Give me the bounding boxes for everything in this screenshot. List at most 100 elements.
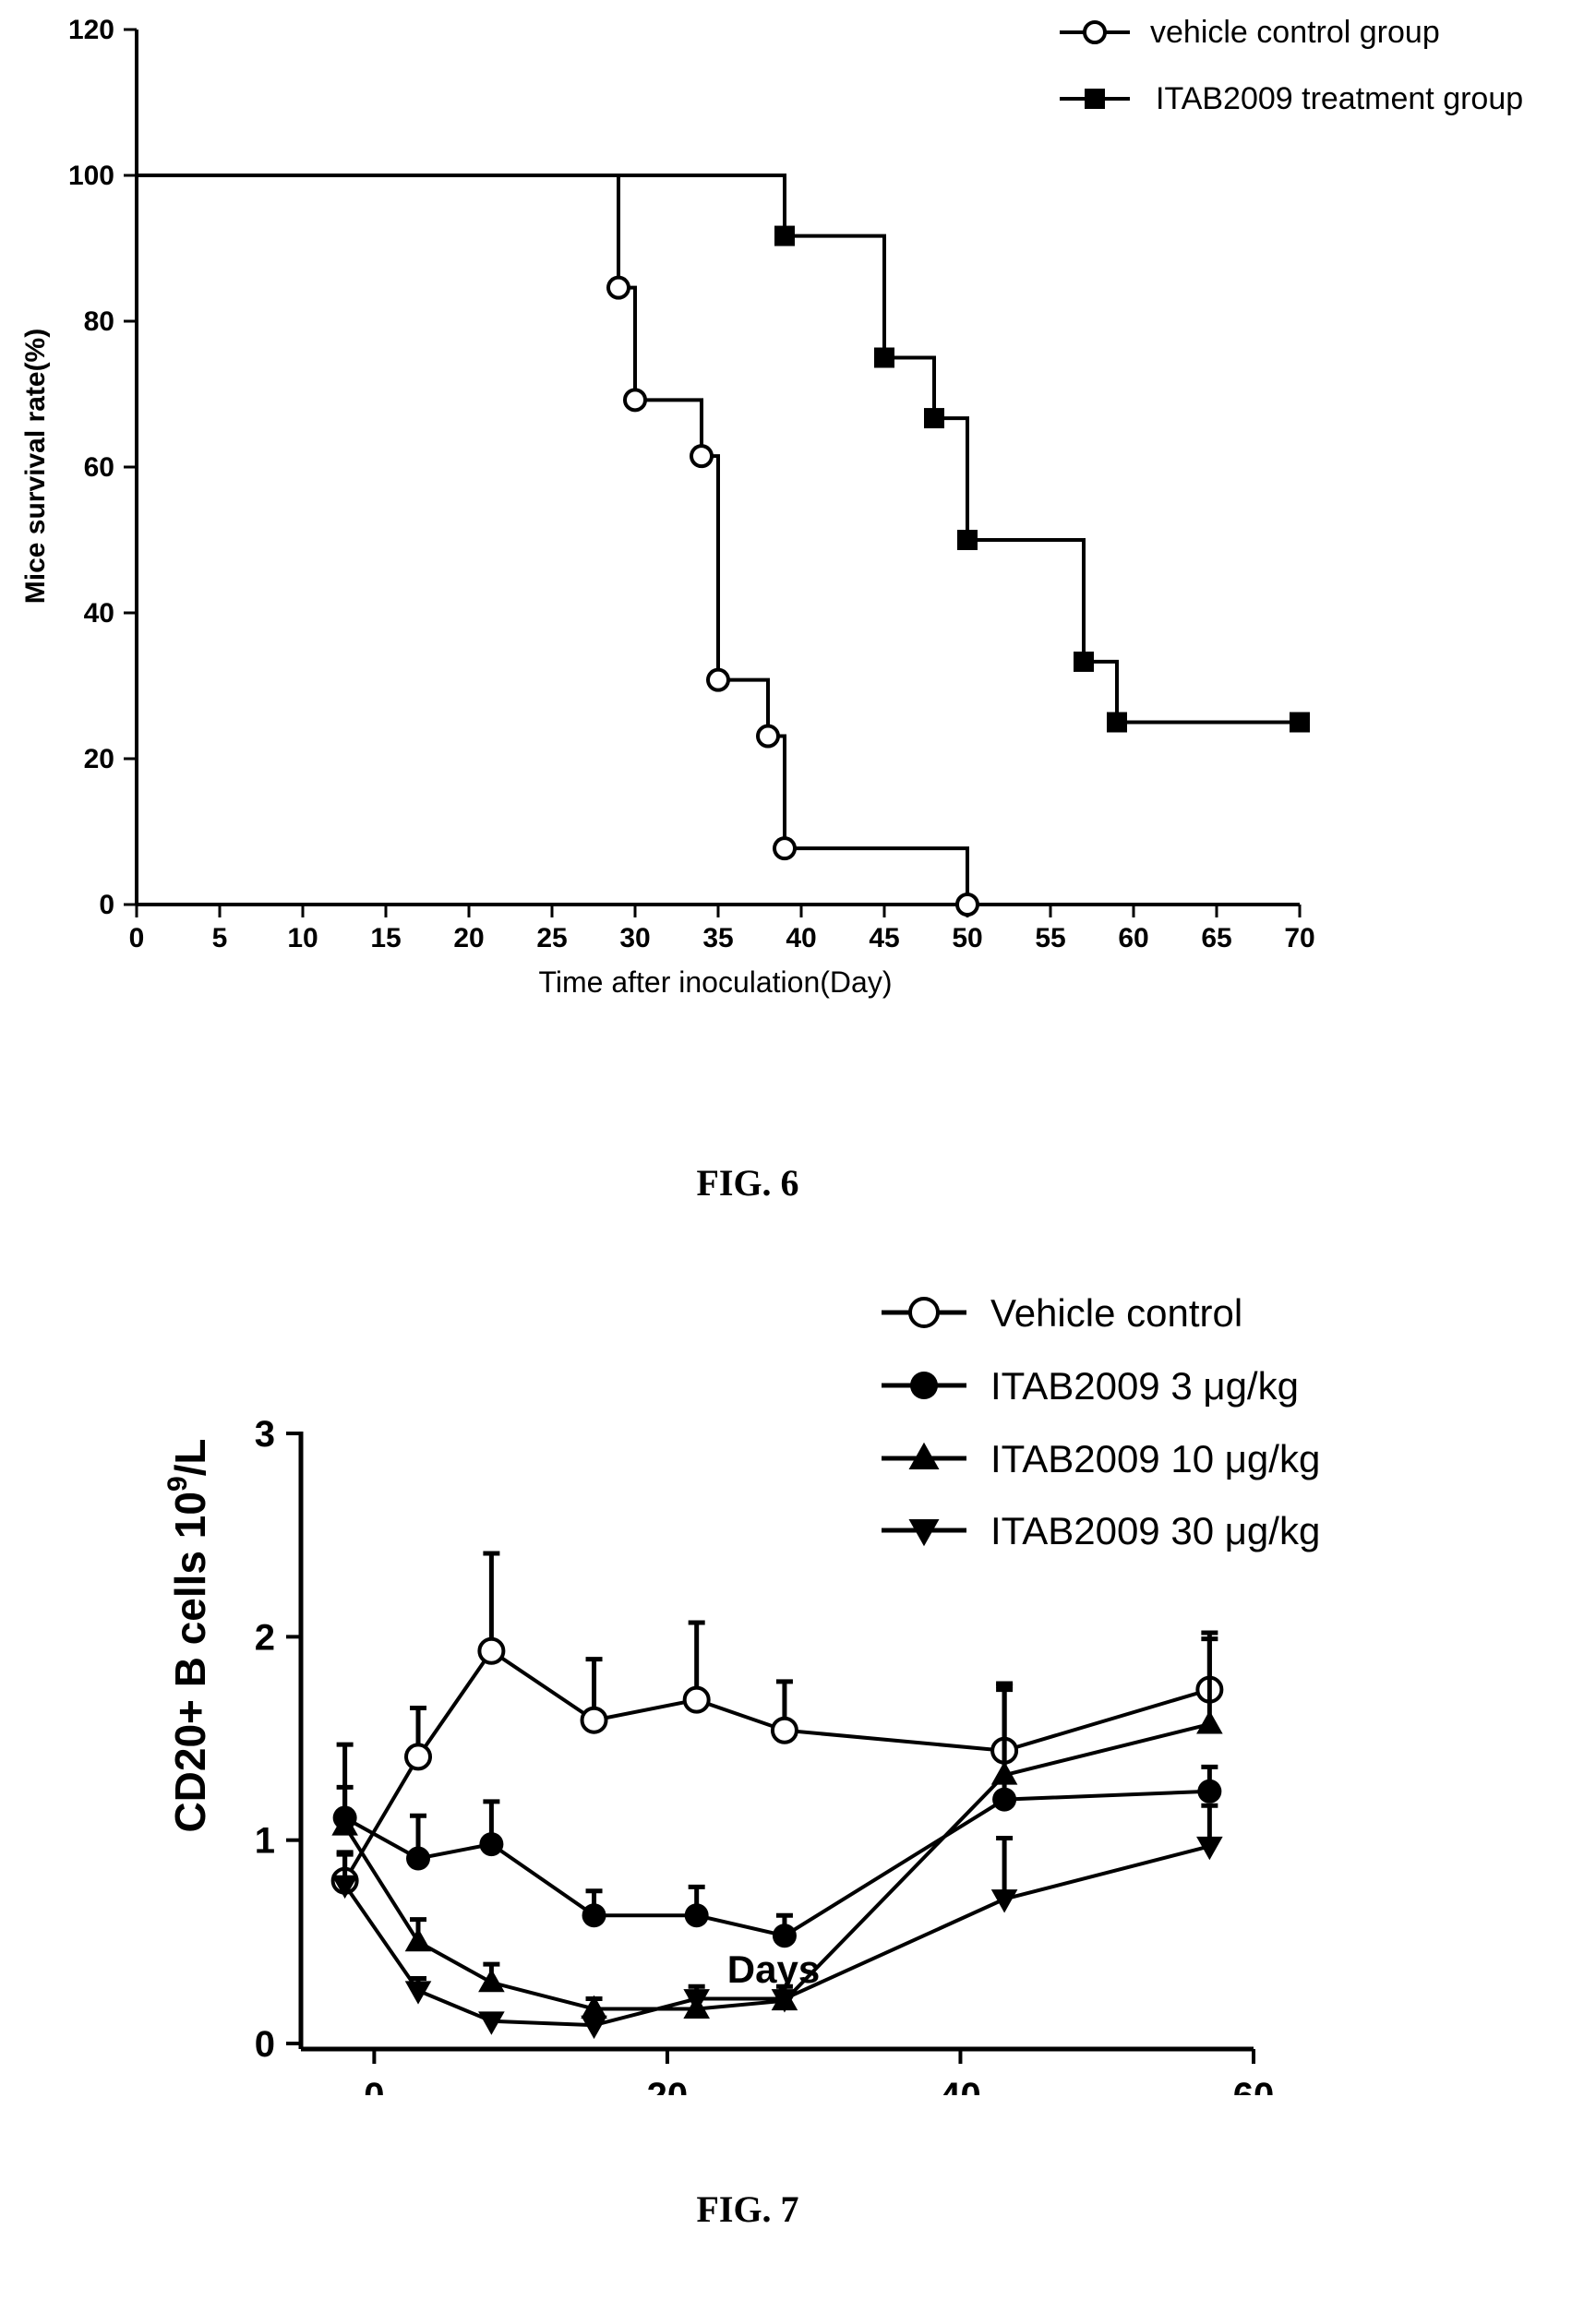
data-point bbox=[582, 1903, 606, 1928]
survival-chart-ticks: 0 5 10 15 20 25 30 35 40 45 50 55 60 65 70 0 20 40 60 80 100… bbox=[68, 15, 1315, 953]
y-tick-label: 0 bbox=[99, 890, 114, 920]
y-tick-label: 40 bbox=[84, 598, 114, 629]
data-point bbox=[479, 1832, 504, 1857]
x-axis-label: Days bbox=[727, 1947, 820, 1991]
b-cell-chart-ticks: 0 20 40 60 0 1 2 3 bbox=[255, 1414, 1275, 2095]
figure-7-caption: FIG. 7 bbox=[696, 2188, 799, 2230]
legend-label: ITAB2009 treatment group bbox=[1156, 81, 1523, 116]
x-tick-label: 30 bbox=[619, 923, 650, 953]
survival-chart-series bbox=[137, 174, 1310, 917]
y-tick-label: 2 bbox=[255, 1617, 275, 1658]
x-tick-label: 45 bbox=[869, 923, 899, 953]
x-tick-label: 55 bbox=[1035, 923, 1065, 953]
data-point bbox=[477, 1636, 506, 1665]
y-tick-label: 0 bbox=[255, 2024, 275, 2065]
x-tick-label: 40 bbox=[786, 923, 816, 953]
data-point bbox=[690, 444, 714, 469]
data-point bbox=[992, 1787, 1017, 1812]
series-line bbox=[137, 174, 1300, 725]
data-point bbox=[1196, 1836, 1223, 1861]
y-axis-label: CD20+ B cells 109/L bbox=[162, 1438, 214, 1832]
legend-label: ITAB2009 3 μg/kg bbox=[990, 1364, 1299, 1408]
data-point bbox=[990, 1761, 1018, 1785]
data-point bbox=[404, 1743, 433, 1771]
x-tick-label: 50 bbox=[952, 923, 982, 953]
legend-label: Vehicle control bbox=[990, 1291, 1242, 1335]
data-point bbox=[404, 1927, 432, 1952]
b-cell-chart-axes bbox=[298, 1432, 1254, 2052]
data-point bbox=[581, 1995, 607, 2019]
survival-chart: 0 5 10 15 20 25 30 35 40 45 50 55 60 65 70 0 20 40 60 80 100… bbox=[20, 15, 1523, 999]
data-point bbox=[478, 2011, 505, 2035]
series-line bbox=[342, 1844, 1210, 2028]
x-tick-label: 25 bbox=[536, 923, 567, 953]
x-tick-label: 40 bbox=[940, 2076, 981, 2095]
b-cell-chart: 0 20 40 60 0 1 2 3 Days CD20+ B cells 109/L Veh… bbox=[162, 1291, 1320, 2095]
series-line bbox=[342, 1722, 1210, 2011]
data-point bbox=[924, 408, 944, 429]
data-point bbox=[1107, 712, 1127, 733]
series-line bbox=[342, 1648, 1210, 1882]
legend-marker bbox=[1085, 89, 1105, 109]
y-tick-label: 80 bbox=[84, 306, 114, 337]
data-point bbox=[772, 1923, 797, 1948]
data-point bbox=[683, 1989, 710, 2013]
x-tick-label: 0 bbox=[129, 923, 145, 953]
y-tick-label: 1 bbox=[255, 1821, 275, 1862]
data-point bbox=[478, 1968, 505, 1993]
data-point bbox=[682, 1685, 711, 1714]
data-point bbox=[955, 893, 979, 917]
data-point bbox=[404, 1981, 432, 2005]
data-point bbox=[331, 1812, 358, 1836]
data-point bbox=[1290, 712, 1310, 733]
data-point bbox=[1197, 1779, 1222, 1804]
data-point bbox=[623, 388, 647, 413]
x-tick-label: 35 bbox=[702, 923, 733, 953]
x-tick-label: 5 bbox=[212, 923, 228, 953]
data-point bbox=[1074, 651, 1094, 672]
data-point bbox=[1196, 1710, 1223, 1734]
x-axis-label: Time after inoculation(Day) bbox=[539, 965, 893, 999]
x-tick-label: 60 bbox=[1233, 2076, 1275, 2095]
x-tick-label: 0 bbox=[364, 2076, 384, 2095]
data-point bbox=[581, 2015, 607, 2040]
x-tick-label: 15 bbox=[370, 923, 401, 953]
data-point bbox=[770, 1716, 798, 1744]
survival-chart-legend: vehicle control group ITAB2009 treatment … bbox=[1060, 15, 1523, 116]
b-cell-chart-legend: Vehicle control ITAB2009 3 μg/kg ITAB2009 … bbox=[882, 1291, 1320, 1552]
x-tick-label: 20 bbox=[647, 2076, 689, 2095]
data-point bbox=[684, 1903, 709, 1928]
x-tick-label: 10 bbox=[287, 923, 318, 953]
legend-label: vehicle control group bbox=[1150, 15, 1440, 50]
data-point bbox=[957, 530, 978, 550]
y-tick-label: 60 bbox=[84, 452, 114, 483]
data-point bbox=[606, 275, 630, 300]
x-tick-label: 70 bbox=[1284, 923, 1314, 953]
data-point bbox=[406, 1846, 431, 1871]
data-point bbox=[331, 1875, 358, 1900]
figure-6-caption: FIG. 6 bbox=[696, 1162, 799, 1204]
y-tick-label: 120 bbox=[68, 15, 114, 45]
series-line bbox=[137, 174, 969, 905]
legend-marker bbox=[908, 1442, 940, 1469]
legend-marker bbox=[1083, 20, 1107, 44]
b-cell-chart-series bbox=[330, 1551, 1224, 2040]
legend-marker bbox=[908, 1519, 940, 1547]
legend-marker bbox=[910, 1372, 938, 1399]
legend-label: ITAB2009 30 μg/kg bbox=[990, 1509, 1320, 1552]
data-point bbox=[580, 1706, 608, 1734]
y-tick-label: 100 bbox=[68, 161, 114, 191]
y-tick-label: 20 bbox=[84, 744, 114, 774]
data-point bbox=[756, 724, 780, 749]
x-tick-label: 60 bbox=[1118, 923, 1148, 953]
legend-label: ITAB2009 10 μg/kg bbox=[990, 1437, 1320, 1480]
y-axis-label: Mice survival rate(%) bbox=[20, 329, 51, 604]
data-point bbox=[774, 225, 795, 246]
data-point bbox=[706, 667, 730, 692]
x-tick-label: 20 bbox=[453, 923, 484, 953]
y-tick-label: 3 bbox=[255, 1414, 275, 1455]
data-point bbox=[773, 836, 797, 861]
data-point bbox=[990, 1889, 1018, 1913]
x-tick-label: 65 bbox=[1201, 923, 1231, 953]
data-point bbox=[771, 1989, 798, 2013]
